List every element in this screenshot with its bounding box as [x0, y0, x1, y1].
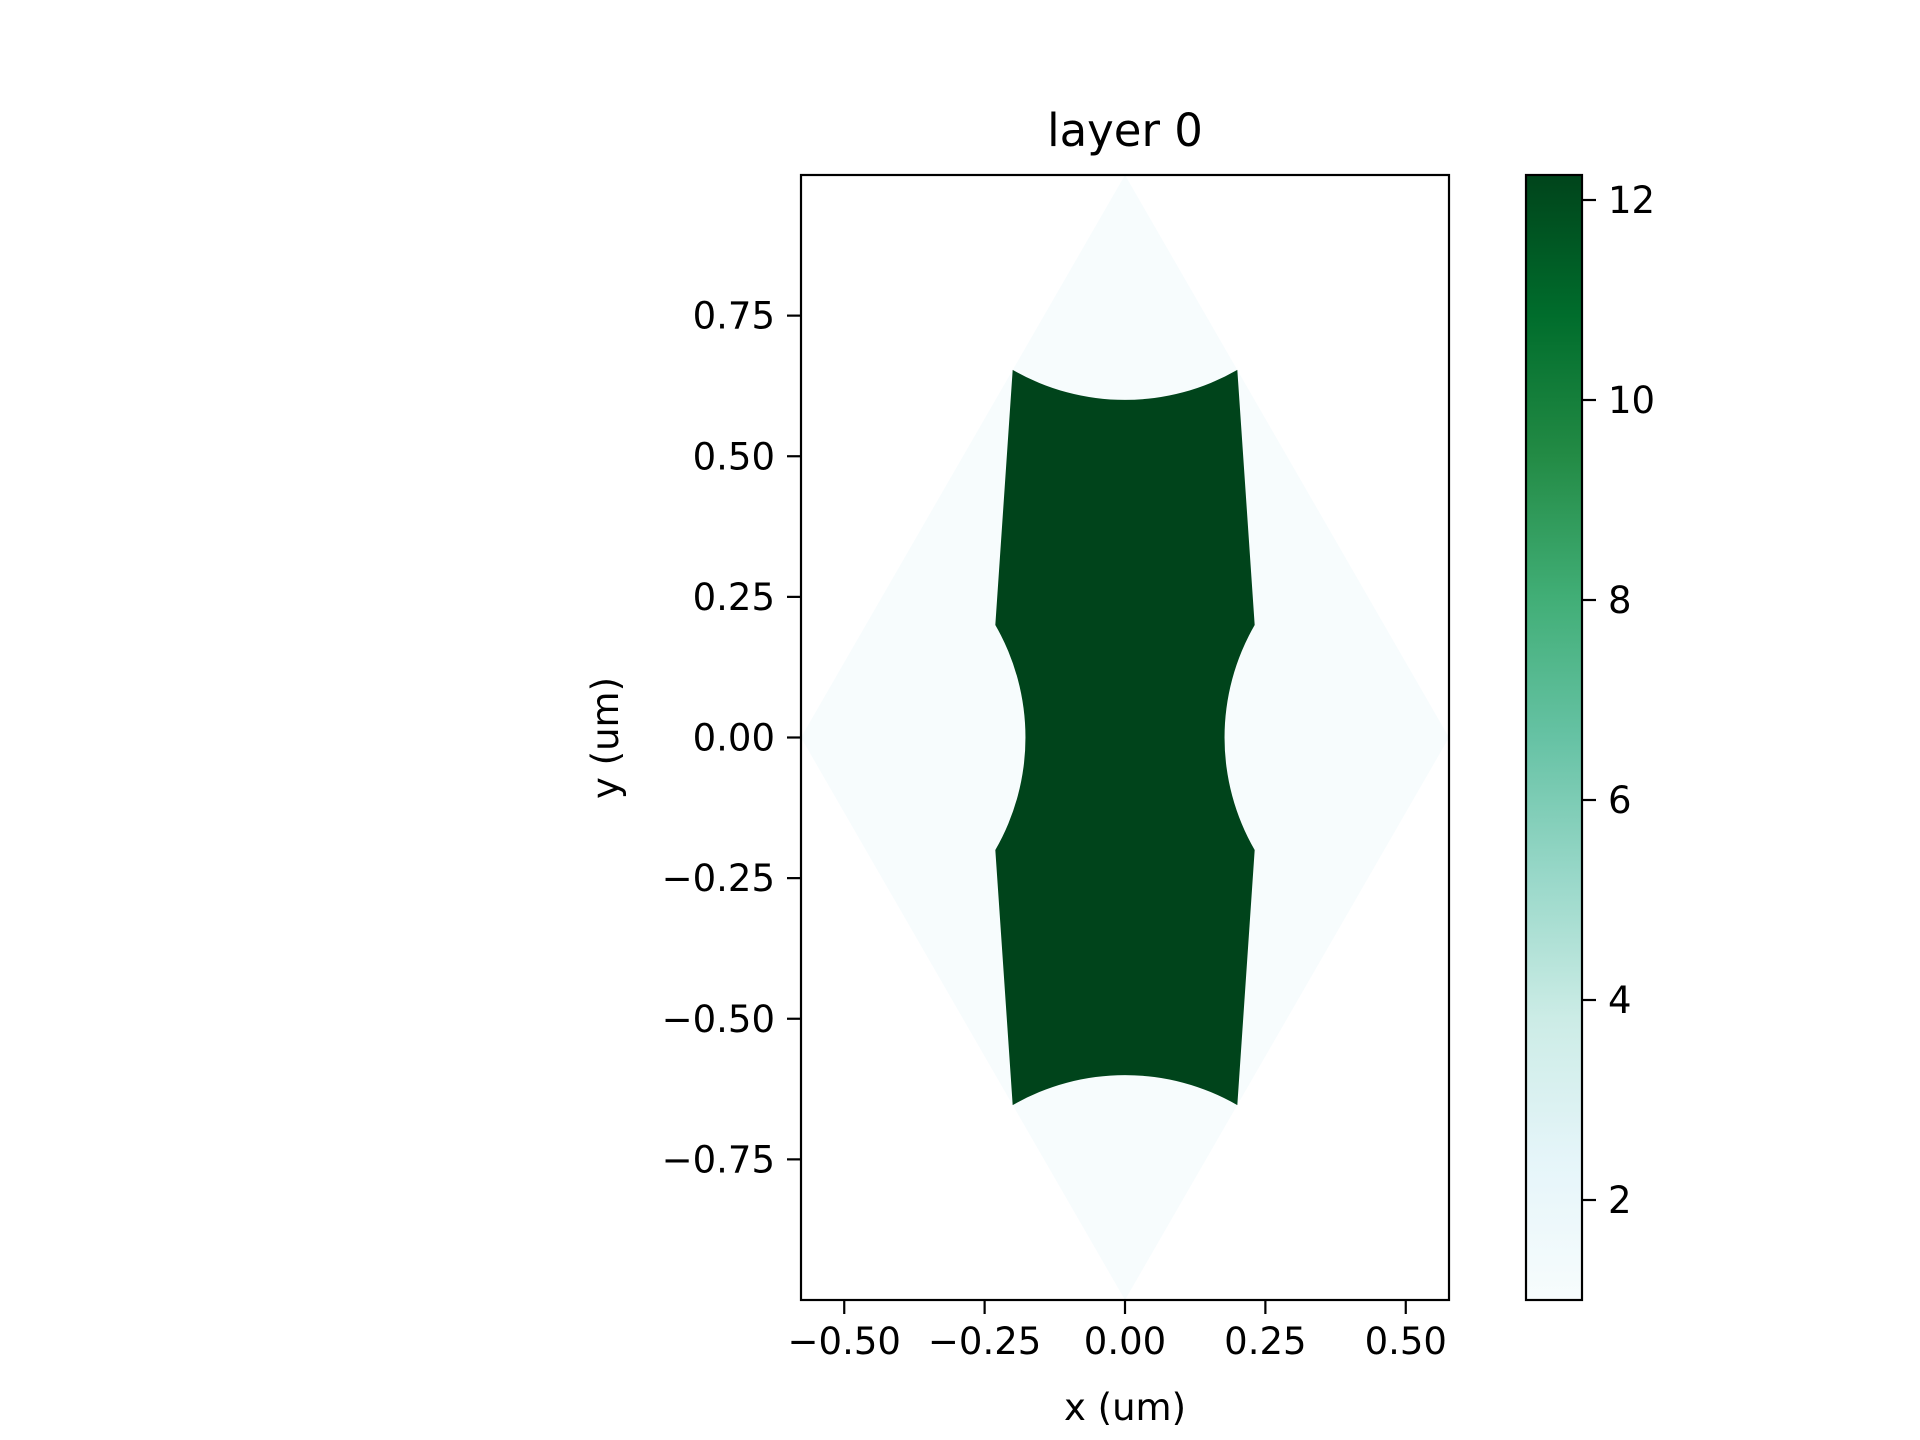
y-tick-label: −0.75 — [662, 1138, 775, 1181]
dielectric-region — [995, 369, 1255, 1106]
colorbar-tick-label: 12 — [1608, 179, 1655, 222]
x-axis: −0.50 −0.25 0.00 0.25 0.50 — [788, 1300, 1447, 1363]
x-axis-label: x (um) — [1064, 1386, 1186, 1429]
plot-area — [801, 175, 1449, 1300]
colorbar-tick-label: 4 — [1608, 979, 1632, 1022]
x-tick-label: 0.00 — [1084, 1320, 1166, 1363]
y-tick-label: −0.25 — [662, 857, 775, 900]
colorbar-axis: 2 4 6 8 10 12 — [1582, 179, 1655, 1222]
y-tick-label: −0.50 — [662, 998, 775, 1041]
y-tick-label: 0.00 — [693, 717, 775, 760]
colorbar-tick-label: 2 — [1608, 1179, 1632, 1222]
colorbar-tick-label: 10 — [1608, 379, 1655, 422]
y-axis-label: y (um) — [584, 677, 627, 799]
x-tick-label: −0.25 — [928, 1320, 1041, 1363]
y-tick-label: 0.75 — [693, 295, 775, 338]
x-tick-label: 0.25 — [1224, 1320, 1306, 1363]
y-axis: 0.75 0.50 0.25 0.00 −0.25 −0.50 −0.75 — [662, 295, 801, 1181]
x-tick-label: −0.50 — [788, 1320, 901, 1363]
y-tick-label: 0.25 — [693, 576, 775, 619]
colorbar — [1524, 173, 1584, 1302]
x-tick-label: 0.50 — [1365, 1320, 1447, 1363]
chart-title: layer 0 — [1047, 104, 1203, 157]
y-tick-label: 0.50 — [693, 435, 775, 478]
colorbar-tick-label: 8 — [1608, 579, 1632, 622]
colorbar-tick-label: 6 — [1608, 779, 1632, 822]
